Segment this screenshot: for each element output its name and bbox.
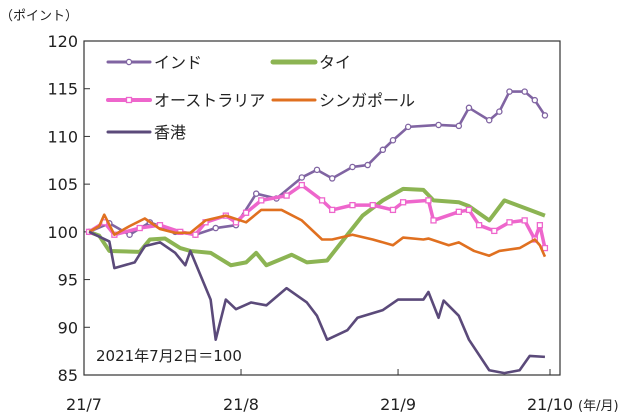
data-point: [531, 96, 539, 104]
data-point: [136, 224, 143, 232]
data-point: [435, 121, 442, 129]
data-point: [455, 208, 462, 215]
data-point: [465, 104, 473, 112]
data-point: [349, 201, 356, 209]
data-point: [329, 206, 336, 214]
data-point: [521, 88, 528, 95]
data-point: [389, 136, 397, 144]
x-tick-label: 21/7: [66, 395, 102, 414]
y-tick-label: 115: [47, 80, 78, 99]
series-香港: [88, 230, 546, 375]
data-point: [521, 217, 528, 224]
data-point: [491, 227, 498, 235]
y-tick-label: 85: [58, 366, 78, 385]
data-point: [541, 112, 549, 119]
data-point: [192, 231, 199, 238]
data-point: [506, 219, 513, 226]
data-point: [475, 222, 483, 229]
data-point: [298, 181, 305, 189]
data-point: [399, 199, 407, 206]
data-point: [425, 197, 432, 204]
series-line: [88, 208, 547, 258]
data-point: [258, 197, 265, 204]
data-point: [313, 166, 321, 174]
base-annotation: 2021年7月2日＝100: [96, 347, 242, 365]
data-point: [379, 146, 387, 154]
legend-label: タイ: [319, 53, 351, 72]
x-axis-unit: (年/月): [578, 399, 619, 414]
data-point: [252, 190, 260, 197]
data-point: [328, 175, 336, 182]
series-line: [88, 186, 546, 268]
data-point: [318, 197, 326, 204]
legend-marker: [125, 96, 133, 104]
x-tick-label: 21/10: [527, 395, 573, 414]
y-axis-label: （ポイント）: [0, 9, 78, 24]
data-point: [455, 122, 463, 130]
y-tick-label: 105: [47, 175, 78, 194]
data-point: [404, 123, 412, 131]
legend-label: インド: [154, 53, 202, 72]
x-tick-label: 21/9: [380, 395, 416, 414]
data-point: [298, 174, 306, 181]
data-point: [369, 201, 376, 209]
series-line: [88, 230, 546, 375]
y-tick-label: 100: [47, 223, 78, 242]
y-tick-label: 90: [58, 318, 78, 337]
plot-frame: [83, 40, 561, 376]
legend-label: オーストラリア: [154, 91, 265, 110]
data-point: [465, 206, 473, 214]
legend-label: シンガポール: [319, 91, 415, 110]
series-シンガポール: [88, 208, 547, 258]
data-point: [283, 192, 290, 199]
data-point: [212, 224, 219, 232]
data-point: [496, 108, 503, 115]
x-tick-label: 21/8: [223, 395, 259, 414]
data-point: [536, 222, 544, 229]
data-point: [349, 163, 356, 171]
y-tick-label: 95: [58, 271, 78, 290]
data-point: [389, 206, 397, 214]
legend-label: 香港: [154, 123, 186, 142]
data-point: [242, 209, 250, 216]
data-point: [485, 116, 493, 124]
y-tick-label: 110: [47, 127, 78, 146]
series-タイ: [88, 186, 546, 268]
data-point: [506, 88, 513, 95]
legend-marker: [125, 58, 133, 66]
y-tick-label: 120: [47, 32, 78, 51]
data-point: [430, 217, 437, 224]
data-point: [364, 161, 371, 169]
